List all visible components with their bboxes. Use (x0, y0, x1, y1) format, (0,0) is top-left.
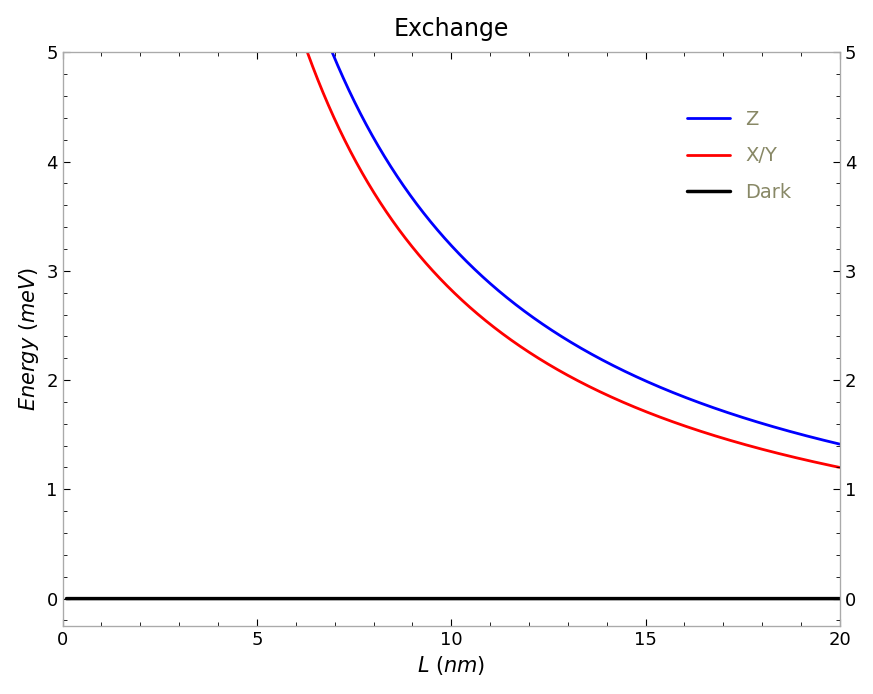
Dark (835, 595, 845, 603)
Legend: Z, X/Y, Dark: Z, X/Y, Dark (679, 102, 799, 210)
Dark (61, 595, 72, 603)
X/Y (835, 464, 845, 472)
X/Y (439, 279, 450, 287)
Y-axis label: $\mathit{Energy}$ $\mathit{(meV)}$: $\mathit{Energy}$ $\mathit{(meV)}$ (17, 267, 41, 411)
Z (835, 440, 845, 448)
Z (439, 234, 450, 242)
Dark (794, 595, 804, 603)
Line: Z: Z (333, 52, 840, 444)
Dark (65, 595, 75, 603)
Dark (439, 595, 450, 603)
Dark (107, 595, 118, 603)
Z (794, 430, 804, 438)
X/Y (794, 455, 804, 463)
Dark (213, 595, 223, 603)
X-axis label: $\mathit{L}$ $\mathit{(nm)}$: $\mathit{L}$ $\mathit{(nm)}$ (417, 654, 485, 677)
Line: X/Y: X/Y (307, 53, 840, 468)
Dark (93, 595, 104, 603)
Title: Exchange: Exchange (394, 17, 509, 41)
